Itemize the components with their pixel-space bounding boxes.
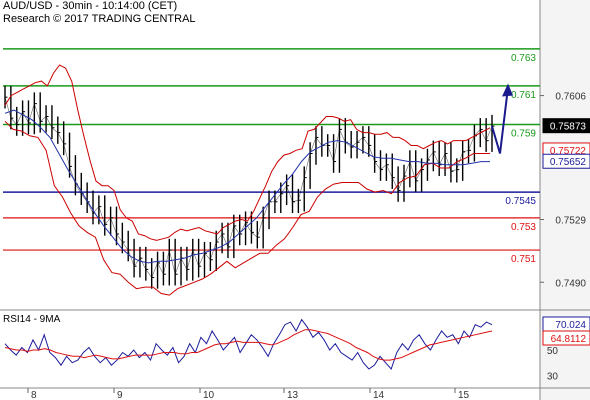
level-label-0: 0.763 [511,53,536,64]
projection-arrow-head [502,83,513,97]
level-label-1: 0.761 [511,90,536,101]
rsi-line [4,318,493,370]
x-tick-label-3: 13 [287,390,299,400]
rsi-y-tick-label-0: 50 [547,346,559,357]
x-tick-label-4: 14 [373,390,385,400]
rsi-current-label-1-text: 64.8112 [551,334,587,345]
projection-arrow-line [491,87,509,154]
x-tick-label-1: 9 [117,390,123,400]
bollinger-lower-line [4,120,490,296]
level-label-2: 0.759 [511,129,536,140]
price-line [4,97,493,279]
rsi-current-label-1-box [542,330,590,346]
chart-title: AUD/USD - 30min - 10:14:00 (CET) [3,0,178,12]
research-label: Research © 2017 TRADING CENTRAL [3,13,196,25]
level-label-5: 0.751 [511,254,536,265]
rsi-title: RSI14 - 9MA [3,314,61,325]
x-tick-label-5: 15 [458,390,470,400]
current-price-label-2-text: 0.75652 [550,157,587,168]
current-price-label-0-text: 0.75873 [550,122,587,133]
level-label-3: 0.7545 [505,196,536,207]
rsi-y-tick-label-1: 30 [547,371,559,382]
y-tick-label-1: 0.7529 [555,215,586,226]
x-tick-label-0: 8 [31,390,37,400]
moving-average-line [4,109,490,264]
current-price-label-1-text: 0.75722 [550,146,587,157]
bollinger-upper-line [4,64,491,241]
current-price-label-2-box [542,153,590,169]
rsi-current-label-0-text: 70.024 [555,320,586,331]
y-tick-label-2: 0.7490 [555,278,586,289]
current-price-label-0-box [542,118,590,134]
y-tick-label-0: 0.7606 [555,92,586,103]
x-tick-label-2: 10 [203,390,215,400]
level-label-4: 0.753 [511,222,536,233]
rsi-ma-line [4,329,493,361]
